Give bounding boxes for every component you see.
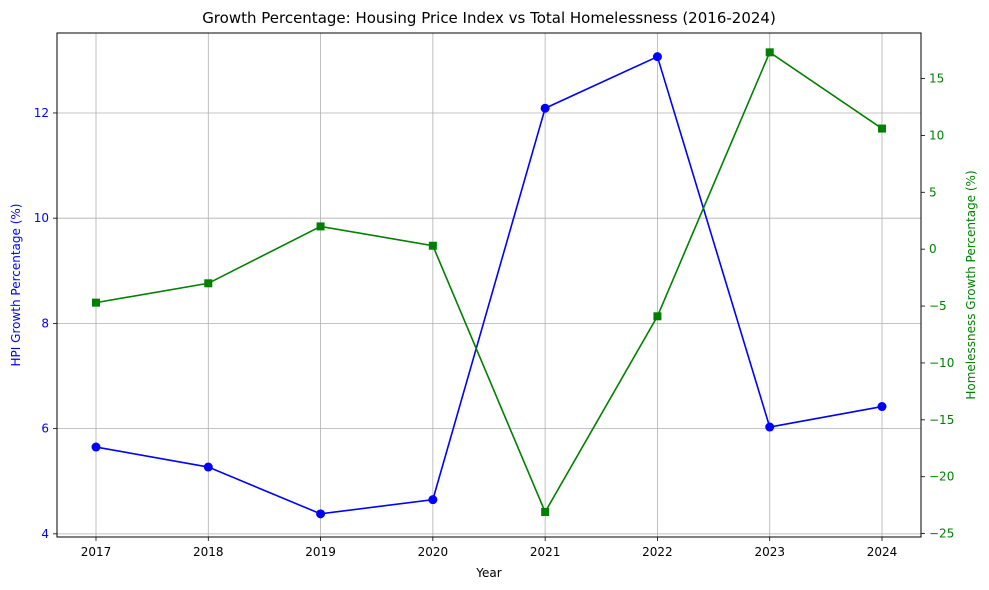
x-tick-label: 2024 (867, 545, 898, 559)
series-line-1 (95, 55, 883, 515)
series-1-point (540, 103, 550, 113)
grid (57, 33, 921, 537)
x-tick-label: 2019 (305, 545, 336, 559)
y-tick-label-right: 0 (929, 242, 937, 256)
y-axis-label-left: HPI Growth Percentage (%) (9, 204, 23, 367)
y-axis-label-right: Homelessness Growth Percentage (%) (964, 170, 978, 399)
chart-title: Growth Percentage: Housing Price Index v… (202, 9, 776, 27)
series-1-point (91, 442, 101, 452)
plot-frame (56, 32, 922, 538)
series-2-point (653, 312, 662, 321)
y-tick-label-right: −15 (929, 413, 954, 427)
series-layer (91, 48, 887, 519)
series-1-point (765, 422, 775, 432)
y-tick-label-left: 8 (41, 316, 49, 330)
series-line-2 (95, 51, 883, 514)
series-1-point (316, 509, 326, 519)
x-tick-label: 2018 (193, 545, 224, 559)
y-tick-label-left: 4 (41, 527, 49, 541)
axes: 2017 2018 2019 2020 2021 2022 2023 2024 4 6 8 10 12 −… (34, 72, 955, 559)
y-tick-label-right: 15 (929, 72, 944, 86)
y-tick-label-left: 12 (34, 106, 49, 120)
series-2-point (204, 279, 213, 288)
series-1-point (877, 402, 887, 412)
series-1-point (652, 52, 662, 62)
series-2-point (428, 241, 437, 250)
y-tick-label-left: 6 (41, 422, 49, 436)
series-2-point (765, 48, 774, 57)
x-axis-label: Year (475, 566, 501, 580)
x-tick-label: 2023 (754, 545, 785, 559)
x-tick-label: 2017 (81, 545, 112, 559)
series-2-point (316, 222, 325, 231)
series-2-point (541, 507, 550, 516)
y-tick-label-right: −10 (929, 356, 954, 370)
series-2-point (878, 124, 886, 133)
x-tick-label: 2021 (530, 545, 561, 559)
y-tick-label-left: 10 (34, 211, 49, 225)
y-tick-label-right: −25 (929, 527, 954, 541)
series-2-point (92, 298, 100, 307)
y-tick-label-right: 5 (929, 185, 937, 199)
y-tick-label-right: −5 (929, 299, 947, 313)
y-tick-label-right: 10 (929, 128, 944, 142)
x-tick-label: 2022 (642, 545, 673, 559)
x-tick-label: 2020 (418, 545, 449, 559)
series-1-point (428, 495, 438, 505)
series-1-point (203, 462, 213, 472)
y-tick-label-right: −20 (929, 470, 954, 484)
